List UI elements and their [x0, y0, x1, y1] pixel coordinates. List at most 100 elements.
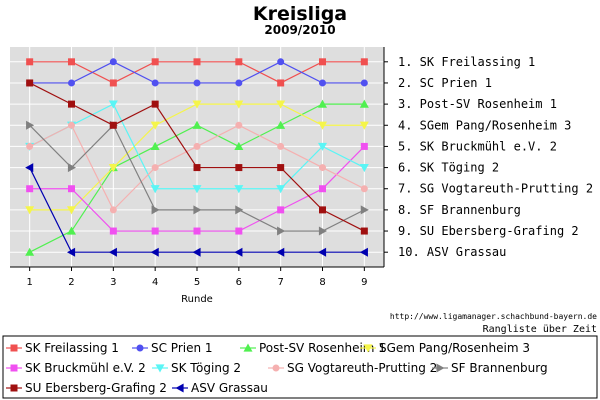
- legend-marker-6: [155, 364, 165, 373]
- rank-label-10: 10. ASV Grassau: [398, 245, 506, 259]
- data-point-4-2: [66, 206, 76, 215]
- x-tick-label-7: 7: [277, 277, 283, 288]
- rank-label-3: 3. Post-SV Rosenheim 1: [398, 97, 557, 111]
- rank-label-6: 6. SK Töging 2: [398, 161, 499, 175]
- x-tick-label-3: 3: [110, 277, 116, 288]
- data-point-10-9: [359, 247, 368, 257]
- data-point-5-8: [319, 185, 327, 193]
- data-point-6-9: [359, 163, 369, 173]
- series-10: [25, 163, 368, 257]
- series-9: [26, 79, 368, 235]
- x-tick-label-8: 8: [319, 277, 325, 288]
- data-point-3-5: [192, 120, 202, 129]
- data-point-6-7: [276, 185, 286, 194]
- data-point-2-4: [151, 79, 159, 87]
- data-point-4-1: [25, 206, 35, 215]
- data-point-4-6: [234, 100, 244, 109]
- data-point-8-6: [235, 205, 244, 215]
- data-point-3-4: [150, 141, 160, 151]
- data-point-7-8: [319, 164, 327, 172]
- x-tick-label-9: 9: [361, 277, 367, 288]
- data-point-7-7: [277, 142, 285, 150]
- rank-label-5: 5. SK Bruckmühl e.V. 2: [398, 139, 557, 153]
- data-point-3-2: [66, 226, 76, 235]
- legend-label-5: SK Bruckmühl e.V. 2: [25, 361, 146, 375]
- data-point-1-1: [26, 58, 34, 66]
- data-point-8-1: [26, 120, 35, 130]
- data-point-10-1: [25, 163, 34, 173]
- data-point-1-9: [360, 58, 368, 66]
- data-point-9-3: [109, 121, 117, 129]
- data-point-5-3: [109, 227, 117, 235]
- legend-marker-7: [272, 364, 280, 372]
- data-point-10-5: [192, 247, 201, 257]
- rank-label-4: 4. SGem Pang/Rosenheim 3: [398, 118, 571, 132]
- legend-marker-4: [363, 344, 373, 353]
- data-point-8-5: [193, 205, 202, 215]
- legend-item-4: SGem Pang/Rosenheim 3: [360, 341, 530, 355]
- chart-subtitle: 2009/2010: [264, 23, 335, 37]
- data-point-5-2: [67, 185, 75, 193]
- legend-label-6: SK Töging 2: [171, 361, 241, 375]
- rank-label-9: 9. SU Ebersberg-Grafing 2: [398, 224, 579, 238]
- data-point-9-4: [151, 100, 159, 108]
- rank-label-1: 1. SK Freilassing 1: [398, 55, 535, 69]
- legend-item-9: SU Ebersberg-Grafing 2: [6, 381, 167, 395]
- rank-label-2: 2. SC Prien 1: [398, 76, 492, 90]
- legend-item-5: SK Bruckmühl e.V. 2: [6, 361, 146, 375]
- legend-marker-1: [10, 344, 18, 352]
- data-point-3-9: [359, 99, 369, 108]
- rank-label-7: 7. SG Vogtareuth-Prutting 2: [398, 182, 593, 196]
- data-point-1-3: [109, 79, 117, 87]
- data-point-1-2: [67, 58, 75, 66]
- data-point-10-2: [66, 247, 76, 257]
- legend-items: SK Freilassing 1 SC Prien 1 Post-SV Rosenh…: [6, 341, 548, 395]
- data-point-10-6: [234, 247, 243, 257]
- data-point-2-8: [319, 79, 327, 87]
- legend-label-2: SC Prien 1: [151, 341, 213, 355]
- x-ticks: 1 2 3 4 5 6 7 8 9: [26, 267, 368, 288]
- series-8: [26, 120, 369, 236]
- legend-item-2: SC Prien 1: [132, 341, 213, 355]
- data-point-7-2: [67, 121, 75, 129]
- data-point-3-1: [25, 247, 35, 256]
- x-tick-label-6: 6: [236, 277, 242, 288]
- data-point-7-4: [151, 164, 159, 172]
- data-point-10-8: [318, 247, 327, 257]
- data-point-5-6: [235, 227, 243, 235]
- legend-item-7: SG Vogtareuth-Prutting 2: [268, 361, 437, 375]
- legend-label-10: ASV Grassau: [191, 381, 268, 395]
- data-point-6-4: [150, 185, 160, 194]
- data-point-2-6: [235, 79, 243, 87]
- data-point-9-1: [26, 79, 34, 87]
- data-point-2-9: [360, 79, 368, 87]
- data-point-1-8: [319, 58, 327, 66]
- data-point-10-3: [108, 247, 117, 257]
- data-point-5-9: [360, 142, 368, 150]
- data-point-8-2: [67, 163, 76, 173]
- data-point-8-8: [318, 226, 328, 236]
- x-tick-label-5: 5: [194, 277, 200, 288]
- data-point-9-5: [193, 164, 201, 172]
- data-point-4-4: [150, 121, 160, 130]
- legend-item-8: SF Brannenburg: [432, 361, 548, 375]
- legend-label-1: SK Freilassing 1: [25, 341, 119, 355]
- data-point-4-8: [318, 121, 328, 130]
- data-point-2-7: [277, 58, 285, 66]
- x-tick-label-1: 1: [26, 277, 32, 288]
- data-point-3-8: [318, 99, 328, 108]
- data-point-9-7: [277, 164, 285, 172]
- data-point-2-3: [109, 58, 117, 66]
- data-point-10-4: [150, 247, 159, 257]
- data-point-7-9: [360, 185, 368, 193]
- data-point-9-2: [67, 100, 75, 108]
- legend-item-10: ASV Grassau: [172, 381, 268, 395]
- data-point-5-5: [193, 227, 201, 235]
- series-4: [25, 100, 369, 215]
- legend-marker-3: [243, 343, 253, 352]
- data-point-7-6: [235, 121, 243, 129]
- data-point-4-5: [192, 100, 202, 109]
- legend-marker-8: [436, 363, 445, 373]
- chart-caption: Rangliste über Zeit: [483, 324, 597, 335]
- data-point-8-4: [151, 205, 160, 215]
